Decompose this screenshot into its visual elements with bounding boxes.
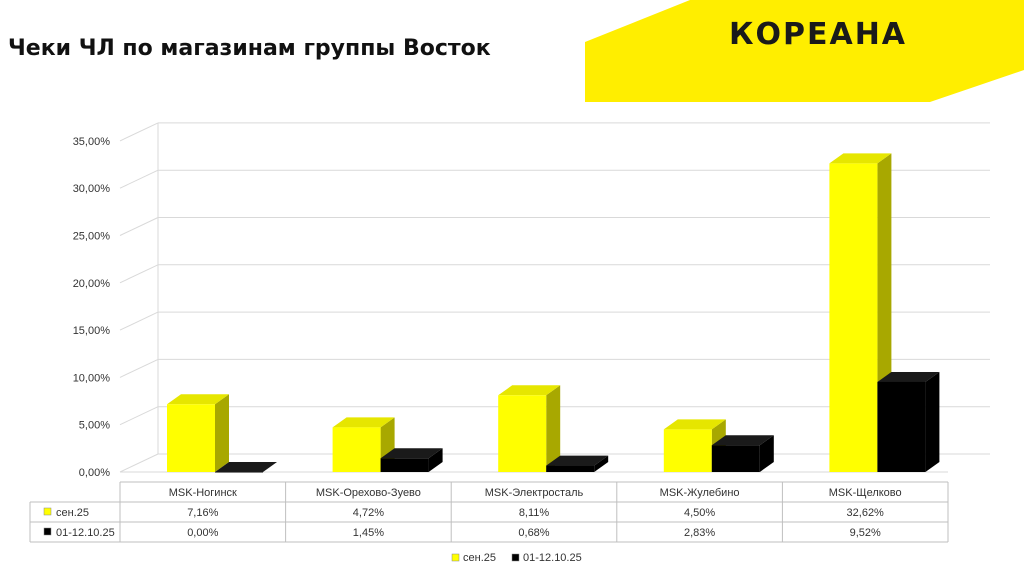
gridline-side bbox=[119, 358, 159, 378]
chart-bars bbox=[167, 153, 940, 473]
data-label: 4,50% bbox=[684, 507, 715, 519]
bar-top bbox=[877, 371, 940, 382]
y-tick-label: 20,00% bbox=[73, 278, 111, 290]
table-series-name: 01-12.10.25 bbox=[56, 527, 115, 539]
y-tick-label: 35,00% bbox=[73, 136, 111, 148]
gridline-side bbox=[119, 453, 159, 473]
data-label: 9,52% bbox=[850, 527, 881, 539]
y-tick-label: 15,00% bbox=[73, 325, 111, 337]
bar-top bbox=[332, 417, 395, 428]
bar bbox=[829, 163, 878, 472]
y-tick-label: 25,00% bbox=[73, 231, 111, 243]
bar bbox=[663, 429, 712, 472]
gridline-side bbox=[119, 406, 159, 426]
page-title: Чеки ЧЛ по магазинам группы Восток bbox=[8, 36, 491, 61]
legend-label: сен.25 bbox=[463, 552, 496, 564]
legend-label: 01-12.10.25 bbox=[523, 552, 582, 564]
bar-top bbox=[663, 419, 726, 430]
y-axis-ticks: 0,00% 5,00% 10,00% 15,00% 20,00% 25,00% 30,00%… bbox=[73, 136, 111, 479]
bar-top bbox=[546, 455, 609, 466]
bar-top bbox=[215, 462, 277, 472]
chart-legend: сен.25 01-12.10.25 bbox=[451, 552, 582, 564]
bar-top bbox=[711, 435, 774, 446]
gridline-side bbox=[119, 169, 159, 189]
table-series-swatch bbox=[43, 507, 52, 516]
y-tick-label: 30,00% bbox=[73, 183, 111, 195]
bar-side bbox=[925, 371, 940, 472]
bar bbox=[167, 404, 215, 472]
data-label: 2,83% bbox=[684, 527, 715, 539]
category-label: MSK-Электросталь bbox=[485, 487, 584, 499]
data-label: 0,00% bbox=[187, 527, 218, 539]
category-label: MSK-Жулебино bbox=[660, 487, 740, 499]
legend-swatch bbox=[511, 553, 520, 562]
bar-side bbox=[594, 455, 609, 472]
table-series-name: сен.25 bbox=[56, 507, 89, 519]
bar-top bbox=[380, 448, 443, 459]
data-label: 7,16% bbox=[187, 507, 218, 519]
gridline-side bbox=[119, 311, 159, 331]
y-tick-label: 10,00% bbox=[73, 372, 111, 384]
bar bbox=[546, 465, 595, 472]
gridline-side bbox=[119, 122, 159, 142]
data-label: 0,68% bbox=[518, 527, 549, 539]
gridline-side bbox=[119, 217, 159, 236]
bar bbox=[332, 427, 381, 472]
data-label: 8,11% bbox=[519, 507, 550, 519]
bar bbox=[498, 395, 547, 472]
data-label: 1,45% bbox=[353, 527, 384, 539]
table-series-swatch bbox=[43, 527, 52, 536]
category-label: MSK-Орехово-Зуево bbox=[316, 487, 421, 499]
bar-top bbox=[498, 385, 561, 396]
bar-side bbox=[215, 394, 229, 472]
bar-top bbox=[829, 153, 892, 164]
bar-side bbox=[546, 385, 561, 472]
bar-top bbox=[167, 394, 229, 405]
y-tick-label: 5,00% bbox=[79, 420, 110, 432]
bar bbox=[215, 472, 263, 473]
data-label: 32,62% bbox=[847, 507, 885, 519]
bar bbox=[380, 458, 429, 472]
data-table: MSK-Ногинск MSK-Орехово-Зуево MSK-Электрос… bbox=[29, 481, 949, 543]
bar bbox=[711, 445, 760, 472]
bar-side bbox=[759, 435, 774, 472]
legend-swatch bbox=[451, 553, 460, 562]
category-label: MSK-Щелково bbox=[829, 487, 902, 499]
bar-side bbox=[428, 448, 443, 472]
bar bbox=[877, 381, 926, 472]
y-tick-label: 0,00% bbox=[79, 467, 110, 479]
data-label: 4,72% bbox=[353, 507, 384, 519]
category-label: MSK-Ногинск bbox=[169, 487, 237, 499]
gridline-side bbox=[119, 264, 159, 284]
